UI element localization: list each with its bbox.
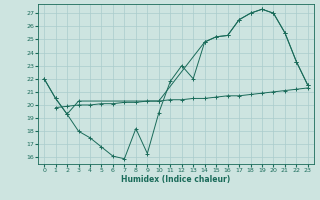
X-axis label: Humidex (Indice chaleur): Humidex (Indice chaleur) (121, 175, 231, 184)
